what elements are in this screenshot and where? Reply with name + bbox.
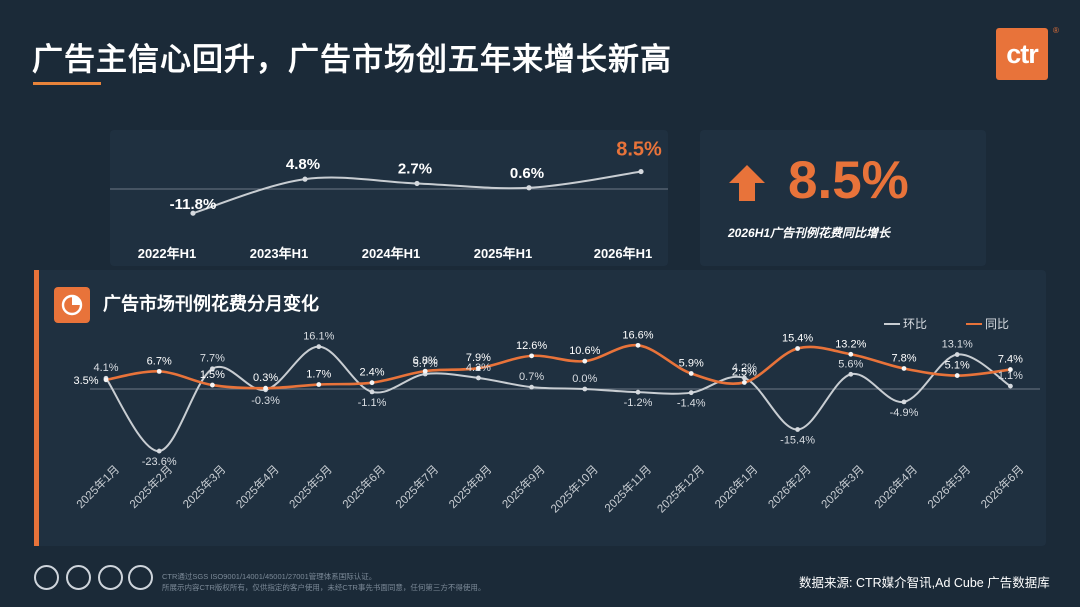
registered-mark: ® [1053,26,1059,35]
legend-yoy-swatch [966,322,982,325]
certification-badge [66,565,91,590]
arrow-up-icon [729,165,765,201]
certification-badge [128,565,153,590]
legend-mom-label: 环比 [903,317,928,331]
legend-mom: 环比 [884,315,927,332]
half-year-panel [110,130,668,266]
ctr-logo: ctr [996,28,1048,80]
data-source: 数据来源: CTR媒介智讯,Ad Cube 广告数据库 [799,576,1050,590]
certification-note: CTR通过SGS ISO9001/14001/45001/27001管理体系国际… [162,571,485,593]
kpi-caption: 2026H1广告刊例花费同比增长 [728,226,891,240]
panel-accent-bar [34,270,39,546]
section-title: 广告市场刊例花费分月变化 [103,294,319,314]
certification-note-line: 所展示内容CTR版权所有，仅供指定的客户使用，未经CTR事先书面同意，任何第三方… [162,583,486,592]
title-underline [33,82,101,85]
certification-badge [98,565,123,590]
page-title: 广告主信心回升，广告市场创五年来增长新高 [32,42,672,77]
kpi-value: 8.5% [788,151,909,210]
legend-yoy-label: 同比 [985,317,1010,331]
certification-badge [34,565,59,590]
certification-note-line: CTR通过SGS ISO9001/14001/45001/27001管理体系国际… [162,572,377,581]
legend-yoy: 同比 [966,315,1009,332]
legend-mom-swatch [884,322,900,325]
pie-chart-icon [54,287,90,323]
